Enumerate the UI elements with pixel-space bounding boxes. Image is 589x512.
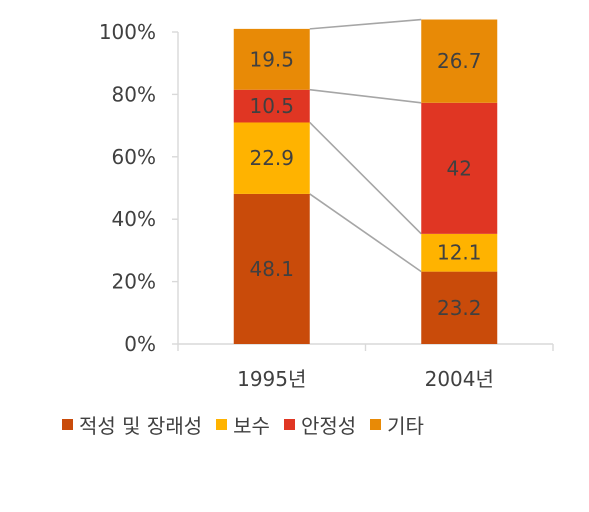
bar-segment [233, 28, 310, 90]
legend-swatch [283, 419, 295, 430]
legend-label: 적성 및 장래성 [79, 414, 203, 438]
y-tick-label: 60% [112, 145, 156, 169]
legend-label: 안정성 [300, 414, 357, 438]
legend-swatch [370, 419, 382, 430]
connector-line [309, 18, 422, 30]
data-label: 23.2 [437, 296, 482, 320]
bar-segment [421, 233, 498, 272]
data-label: 19.5 [249, 47, 294, 71]
y-tick-label: 20% [112, 270, 156, 294]
bar-segment [233, 89, 310, 123]
legend-label: 보수 [233, 414, 270, 438]
legend-item: 기타 [370, 410, 424, 439]
legend-item: 적성 및 장래성 [62, 410, 202, 439]
legend-item: 안정성 [283, 410, 357, 439]
x-tick-label: 1995년 [237, 367, 306, 391]
data-label: 48.1 [249, 257, 294, 281]
connector-lines [309, 18, 422, 273]
bar-segment [421, 271, 498, 344]
chart-legend: 적성 및 장래성 보수 안정성 기타 [62, 410, 424, 439]
connector-line [309, 121, 422, 235]
connector-line [309, 193, 422, 273]
y-tick-label: 100% [99, 20, 156, 44]
data-label: 42 [447, 156, 472, 180]
connector-line [309, 88, 422, 104]
y-tick-label: 40% [112, 207, 156, 231]
data-label: 26.7 [437, 49, 482, 73]
bar-segment [233, 122, 310, 194]
legend-swatch [216, 419, 228, 430]
bar-segment [233, 193, 310, 344]
legend-label: 기타 [387, 414, 424, 438]
y-tick-label: 80% [112, 82, 156, 106]
data-label: 22.9 [249, 146, 294, 170]
bar-segment [421, 102, 498, 234]
legend-swatch [62, 419, 73, 430]
y-tick-label: 0% [124, 332, 156, 356]
legend-item: 보수 [216, 410, 270, 439]
bar-segment [421, 19, 498, 103]
data-label: 12.1 [437, 241, 482, 265]
data-label: 10.5 [249, 94, 294, 118]
x-tick-label: 2004년 [425, 367, 494, 391]
